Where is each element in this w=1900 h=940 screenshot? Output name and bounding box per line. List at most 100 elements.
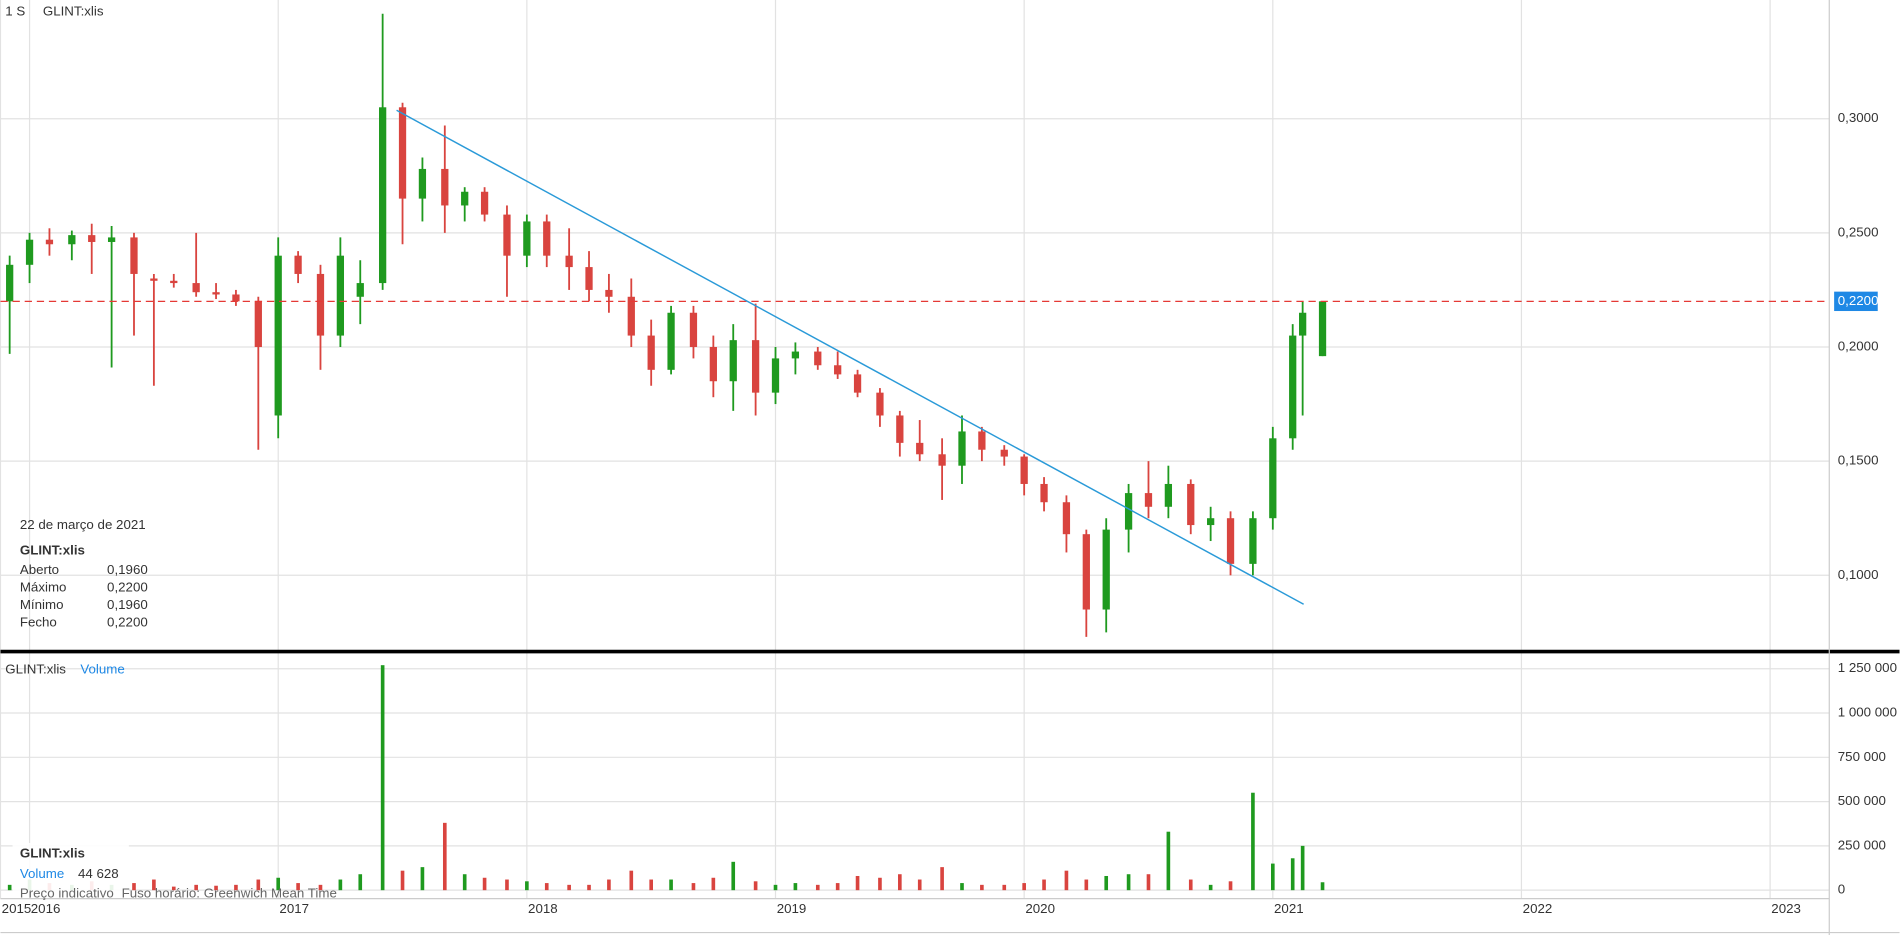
volume-bar <box>607 879 611 891</box>
volume-bar <box>1251 792 1255 891</box>
candle-body <box>916 442 924 455</box>
candle-body <box>503 214 511 256</box>
y-tick-label: 750 000 <box>1838 749 1886 764</box>
volume-bar <box>1300 845 1305 891</box>
candle-body <box>523 221 531 256</box>
candle-body <box>1020 456 1028 484</box>
candle-body <box>585 267 593 290</box>
info-date: 22 de março de 2021 <box>20 517 146 532</box>
candle-body <box>192 283 200 293</box>
candle-body <box>336 255 345 336</box>
volume-bar <box>1208 884 1213 891</box>
volume-bar <box>1104 875 1109 891</box>
volume-title[interactable]: Volume <box>80 661 124 676</box>
candle-body <box>1269 438 1277 519</box>
candle-body <box>605 289 613 297</box>
candle-body <box>107 237 116 242</box>
candle-body <box>1102 529 1110 610</box>
candle-body <box>1082 534 1090 610</box>
volume-bar <box>482 877 487 891</box>
candle-body <box>150 278 158 281</box>
volume-bar <box>132 883 136 891</box>
volume-bar <box>1166 831 1171 891</box>
volume-bar <box>544 883 549 891</box>
volume-bar <box>276 877 281 891</box>
grid <box>0 0 1830 899</box>
candle-body <box>1000 449 1008 457</box>
volume-bar <box>898 874 902 891</box>
candle-body <box>709 346 717 382</box>
volume-bar <box>1042 879 1046 891</box>
volume-bar <box>980 884 984 891</box>
volume-bar <box>171 886 176 891</box>
volume-symbol: GLINT:xlis <box>5 661 66 676</box>
candle-body <box>1187 483 1195 526</box>
volume-bar <box>835 883 840 891</box>
y-tick-label: 0,1000 <box>1838 567 1879 582</box>
y-tick-label: 1 250 000 <box>1838 660 1897 675</box>
candle-body <box>751 340 760 393</box>
volume-box-value: 44 628 <box>78 866 119 881</box>
x-tick-label: 2020 <box>1025 901 1055 916</box>
candle-body <box>938 454 946 466</box>
volume-bar <box>296 883 300 891</box>
info-symbol: GLINT:xlis <box>20 543 85 558</box>
info-value: 0,1960 <box>107 562 148 577</box>
candle-body <box>667 312 675 370</box>
volume-bar <box>731 861 736 891</box>
candle-body <box>418 168 427 199</box>
info-box: 22 de março de 2021 GLINT:xlis Aberto 0,1… <box>20 517 148 629</box>
candle-body <box>834 365 842 375</box>
y-tick-label: 1 000 000 <box>1838 705 1897 720</box>
volume-bar <box>1228 881 1233 891</box>
info-label: Mínimo <box>20 597 64 612</box>
candle-body <box>379 107 387 284</box>
x-tick-label: 2016 <box>31 901 61 916</box>
candle-body <box>1299 312 1307 336</box>
y-tick-label: 0 <box>1838 882 1845 897</box>
volume-bar <box>380 665 385 891</box>
candle-body <box>543 221 551 256</box>
volume-bar <box>7 884 12 891</box>
symbol[interactable]: GLINT:xlis <box>43 4 104 19</box>
volume-bar <box>1126 874 1131 891</box>
x-tick-label: 2019 <box>777 901 807 916</box>
candle-body <box>398 107 407 199</box>
volume-box-symbol: GLINT:xlis <box>20 845 85 860</box>
volume-bar <box>152 879 156 891</box>
volume-bar <box>878 877 882 891</box>
candle-body <box>791 351 800 359</box>
volume-bar <box>234 884 238 891</box>
y-tick-label: 0,3000 <box>1838 110 1879 125</box>
volume-bar <box>1022 883 1026 891</box>
volume-bar <box>194 884 198 891</box>
info-value: 0,2200 <box>107 580 148 595</box>
candle-body <box>130 237 138 274</box>
candle-body <box>1226 518 1235 564</box>
candle-body <box>480 191 489 215</box>
candle-body <box>461 191 469 206</box>
trend-line <box>396 109 1304 605</box>
candle-body <box>316 273 325 336</box>
info-value: 0,2200 <box>107 615 148 630</box>
volume-box <box>12 842 129 892</box>
candle-body <box>441 168 449 206</box>
volume-bar <box>567 884 571 891</box>
volume-bar <box>940 867 944 891</box>
info-label: Fecho <box>20 615 57 630</box>
candle-body <box>1249 518 1257 564</box>
candle-body <box>25 239 34 265</box>
x-tick-label: 2018 <box>528 901 558 916</box>
volume-box-label: Volume <box>20 866 64 881</box>
candle-body <box>627 296 635 336</box>
volume-bar <box>855 875 860 891</box>
candle-body <box>876 392 884 416</box>
volume-bar <box>587 884 591 891</box>
candle-body <box>647 335 655 370</box>
timeframe[interactable]: 1 S <box>5 4 25 19</box>
volume-bar <box>629 870 634 891</box>
candle-body <box>771 358 780 393</box>
